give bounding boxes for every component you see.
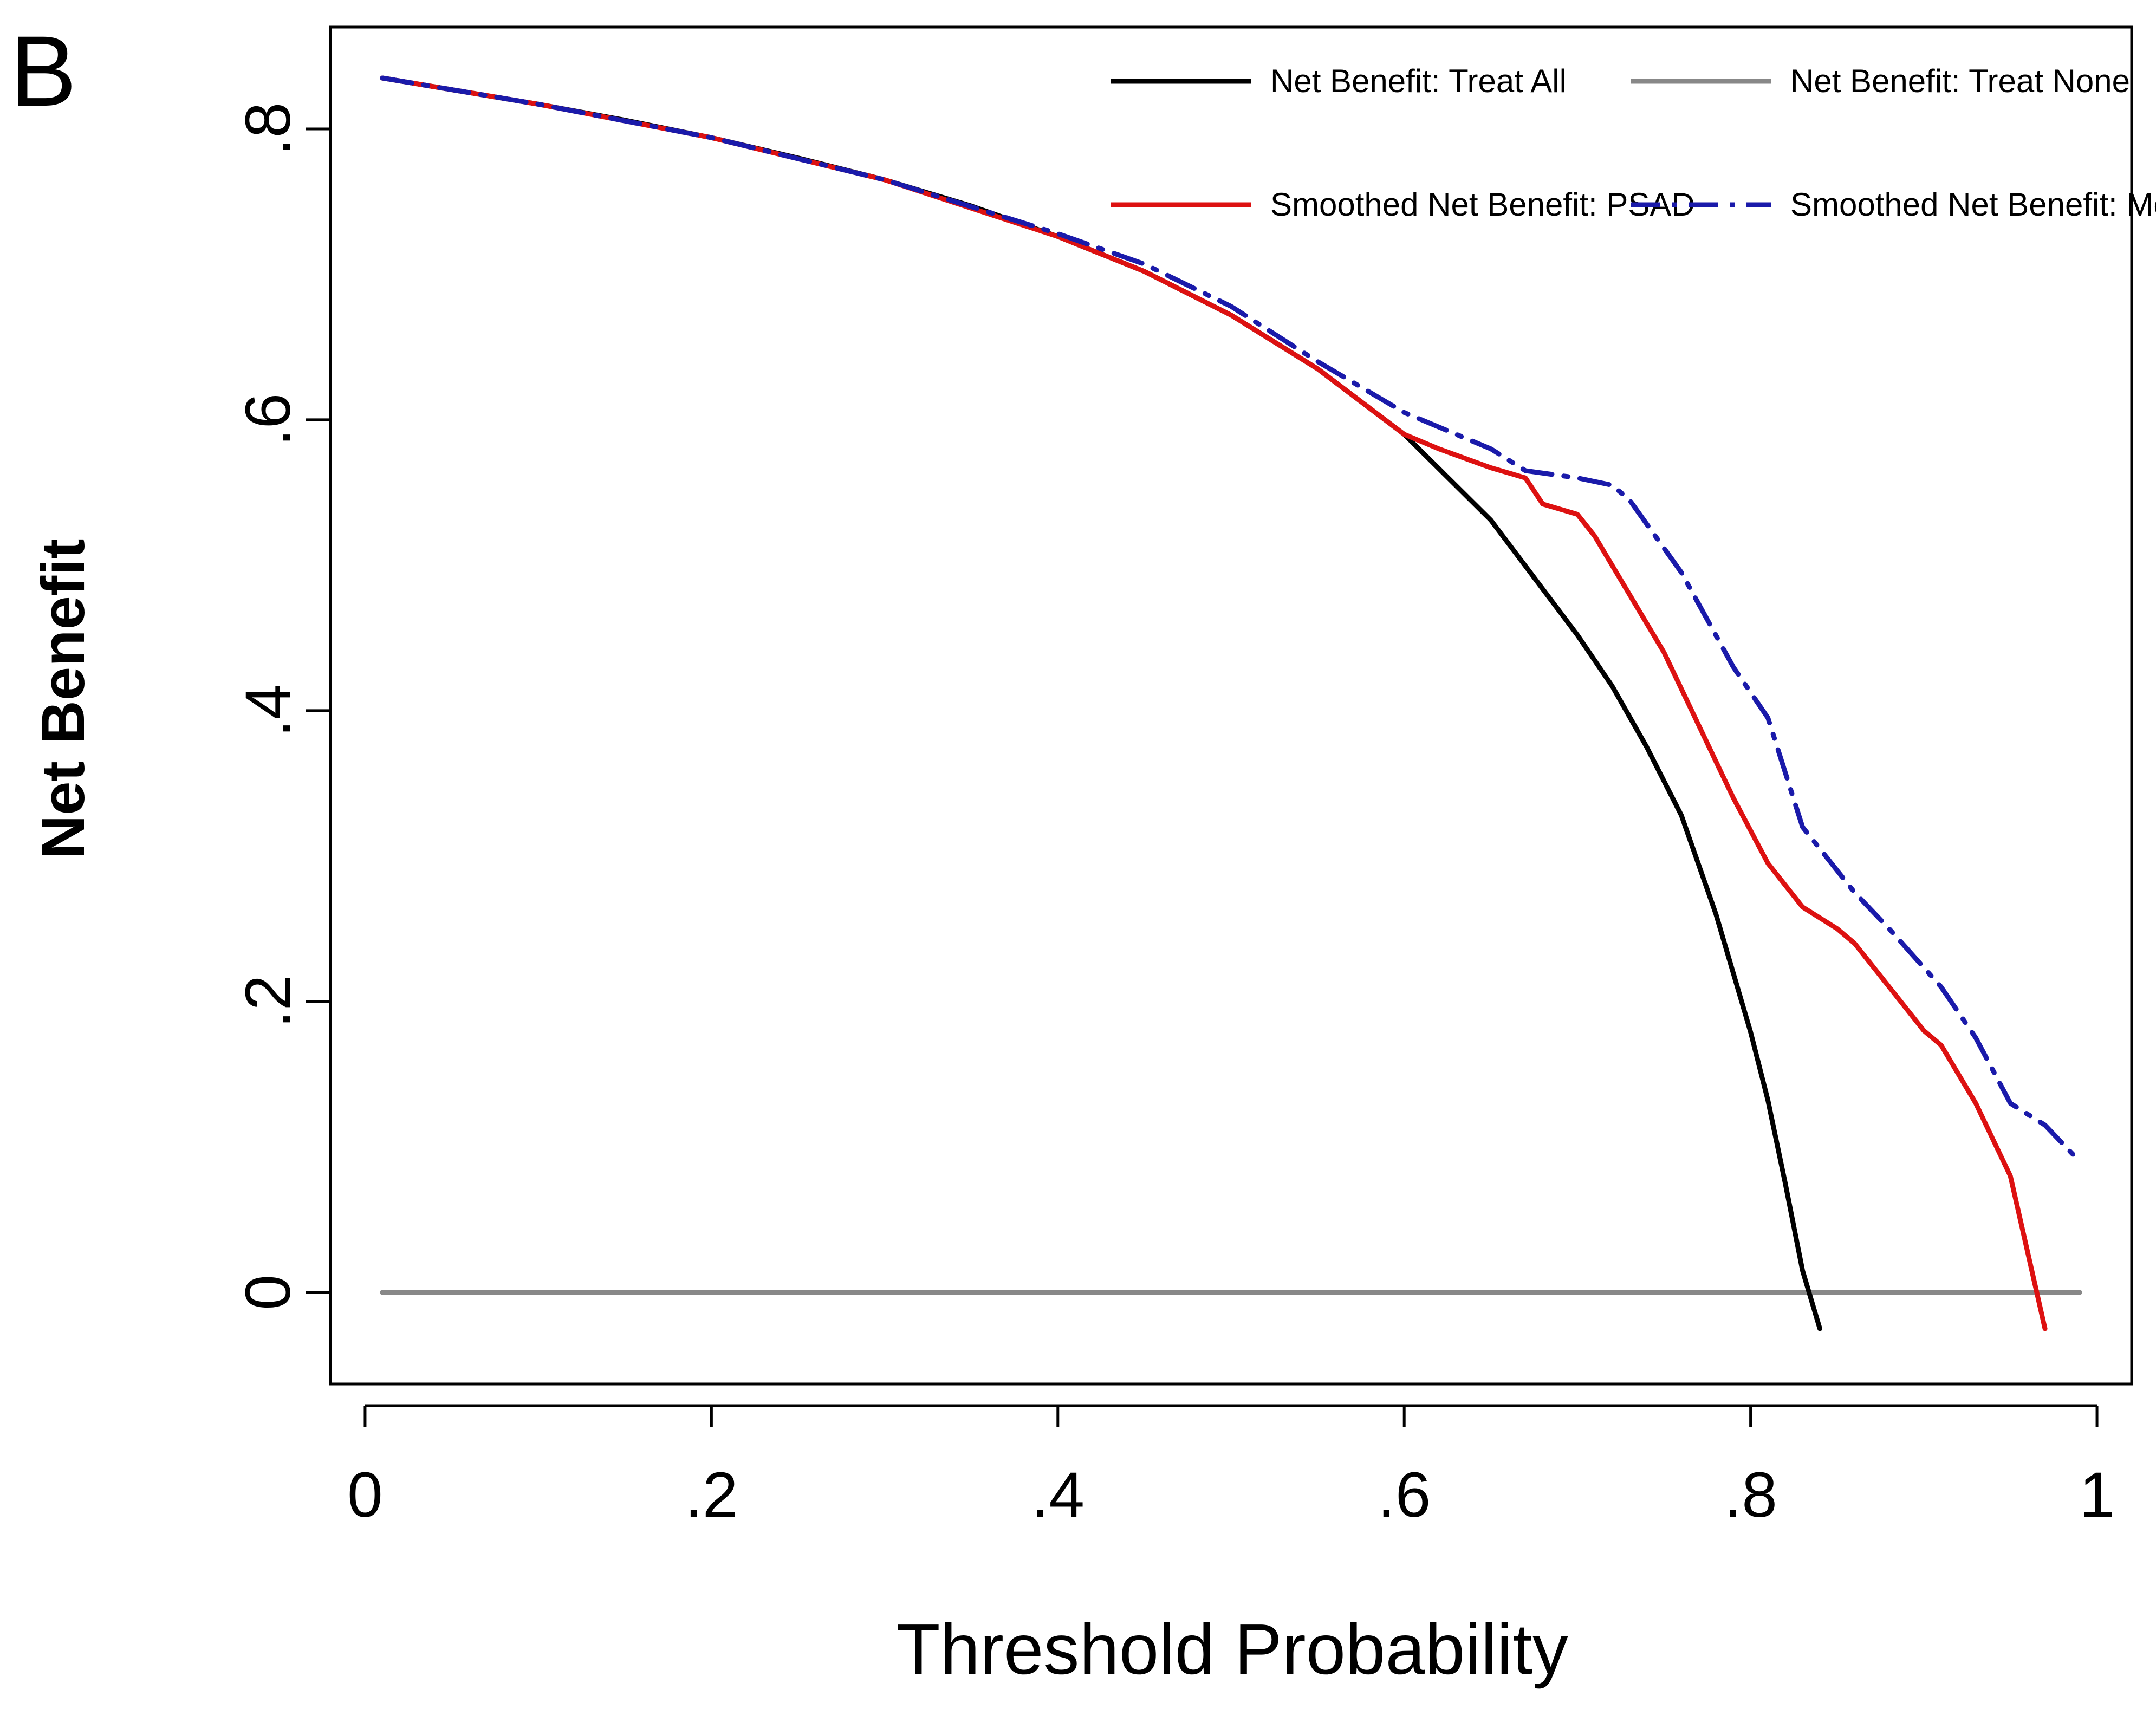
- y-tick-label: .6: [232, 393, 304, 446]
- x-tick-label: .6: [1378, 1459, 1431, 1531]
- series-layer: [380, 75, 2082, 1331]
- legend-label: Net Benefit: Treat None: [1790, 63, 2130, 99]
- series-line-model: [380, 75, 2082, 1164]
- panel-label: B: [10, 16, 76, 127]
- legend-label: Smoothed Net Benefit: Model: [1790, 186, 2156, 223]
- series-line-treat-all: [380, 75, 1822, 1331]
- x-tick-label: .4: [1031, 1459, 1085, 1531]
- y-tick-label: .8: [232, 102, 304, 155]
- axis-layer: 0 .2 .4 .6 .8 1 0 .2 .4 .6 .8: [232, 102, 2115, 1531]
- legend: Net Benefit: Treat All Net Benefit: Treat…: [1111, 63, 2156, 223]
- x-axis-label: Threshold Probability: [897, 1609, 1568, 1689]
- legend-label: Net Benefit: Treat All: [1270, 63, 1567, 99]
- y-axis-label: Net Benefit: [29, 538, 97, 859]
- y-tick-label: 0: [232, 1275, 304, 1310]
- plot-border: [329, 25, 2133, 1386]
- x-tick-label: .2: [685, 1459, 738, 1531]
- plot-frame: [329, 25, 2133, 1386]
- x-tick-label: 1: [2079, 1459, 2115, 1531]
- y-tick-label: .2: [232, 975, 304, 1028]
- series-line-psad: [380, 75, 2048, 1331]
- legend-label: Smoothed Net Benefit: PSAD: [1270, 186, 1695, 223]
- y-tick-label: .4: [232, 684, 304, 737]
- x-tick-label: .8: [1724, 1459, 1777, 1531]
- x-tick-label: 0: [347, 1459, 383, 1531]
